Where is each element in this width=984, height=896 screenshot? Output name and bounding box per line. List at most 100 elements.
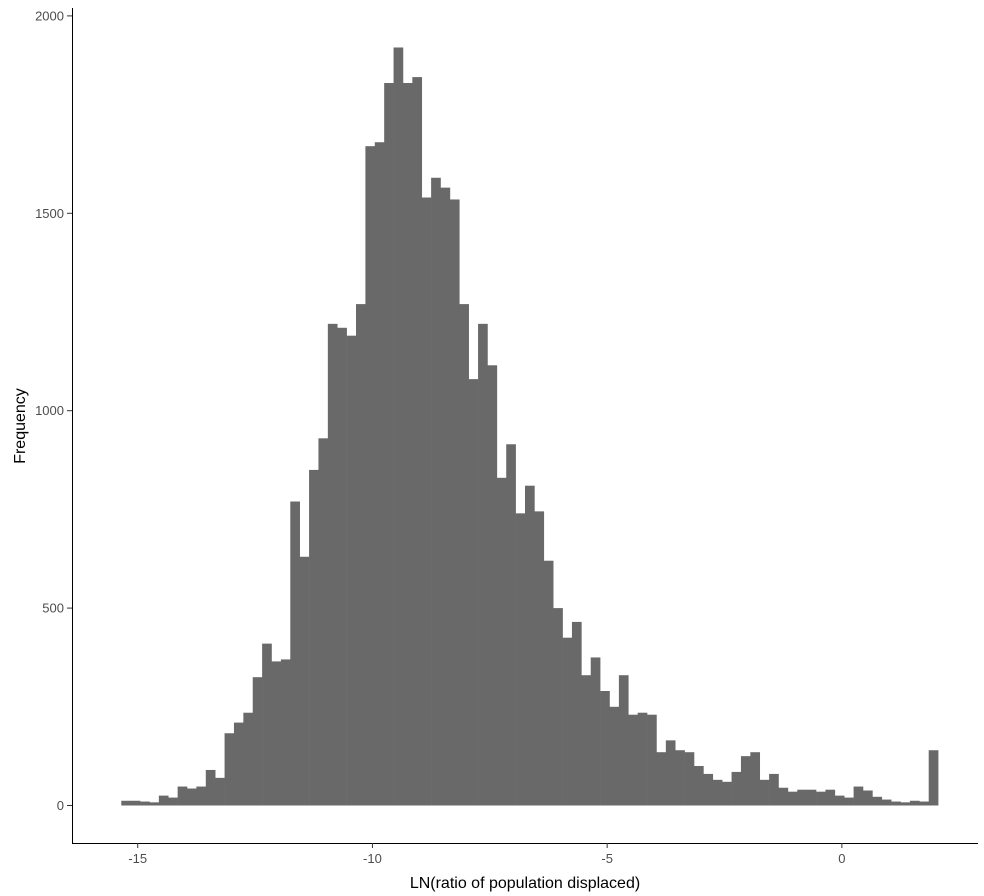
histogram-bar [571, 621, 582, 806]
histogram-bar [177, 786, 188, 806]
histogram-bar [196, 786, 207, 806]
x-tick-label: 0 [838, 851, 845, 866]
histogram-bar [262, 643, 272, 806]
histogram-bar [581, 675, 592, 806]
histogram-bar [872, 796, 883, 806]
histogram-bar [356, 304, 366, 806]
histogram-bar [722, 781, 732, 806]
histogram-bar [834, 795, 845, 806]
histogram-bar [130, 800, 141, 806]
y-tick-label: 1500 [35, 206, 64, 221]
histogram-bar [769, 773, 779, 806]
y-tick-label: 500 [42, 601, 64, 616]
histogram-bar [909, 800, 920, 806]
histogram-bar [158, 795, 169, 806]
histogram-bar [787, 791, 798, 806]
histogram-bar [309, 469, 319, 806]
histogram-bar [346, 335, 357, 806]
histogram-bar [525, 485, 535, 806]
histogram-bar [740, 756, 751, 806]
histogram-bar [900, 802, 911, 806]
histogram-bar [806, 789, 817, 806]
histogram-bar [459, 304, 469, 806]
histogram-bar [506, 444, 516, 806]
histogram-bar [750, 752, 761, 806]
histogram-bar [421, 197, 432, 806]
histogram-bar [665, 740, 676, 806]
histogram-bar [187, 788, 197, 806]
histogram-bar [534, 511, 545, 806]
histogram-bar [252, 677, 263, 806]
histogram-bar [618, 675, 629, 806]
y-tick-label: 0 [57, 798, 64, 813]
histogram-bar [600, 691, 610, 806]
histogram-bar [891, 801, 901, 806]
histogram-bar [712, 779, 723, 806]
histogram-bar [797, 789, 807, 806]
histogram-bar [327, 323, 338, 806]
histogram-bar [337, 327, 347, 806]
histogram-bar [243, 712, 254, 806]
y-tick-label: 2000 [35, 8, 64, 23]
histogram-bar [731, 771, 742, 806]
histogram-bar [656, 752, 667, 806]
histogram-bar [816, 791, 826, 806]
bars-group [121, 47, 939, 806]
histogram-bar [290, 501, 300, 806]
histogram-bar [778, 787, 789, 806]
histogram-bar [299, 556, 310, 806]
histogram-bar [487, 365, 498, 806]
histogram-bar [431, 177, 441, 806]
x-axis-label: LN(ratio of population displaced) [410, 875, 640, 892]
histogram-bar [318, 438, 329, 806]
histogram-bar [590, 657, 601, 806]
histogram-bar [609, 706, 620, 806]
histogram-bar [449, 199, 460, 806]
histogram-bar [553, 608, 563, 806]
histogram-bar [515, 513, 526, 806]
histogram-bar [478, 323, 488, 806]
histogram-bar [271, 661, 282, 806]
histogram-bar [468, 379, 479, 806]
histogram-bar [703, 773, 714, 806]
histogram-bar [881, 799, 892, 806]
histogram-bar [928, 750, 939, 806]
histogram-bar [862, 790, 873, 806]
y-ticks: 0 500 1000 1500 2000 [35, 8, 72, 813]
histogram-bar [853, 786, 864, 806]
histogram-bar [919, 801, 930, 806]
histogram-bar [374, 142, 385, 806]
histogram-bar [402, 83, 413, 806]
histogram-bar [628, 714, 638, 806]
histogram-bar [205, 769, 216, 806]
histogram-bar [684, 752, 695, 806]
histogram-bar [562, 637, 573, 806]
histogram-bar [215, 777, 225, 806]
x-tick-label: -15 [128, 851, 147, 866]
histogram-bar [224, 733, 235, 806]
histogram-bar [365, 146, 376, 806]
histogram-bar [233, 722, 244, 806]
x-tick-label: -5 [601, 851, 613, 866]
histogram-bar [825, 789, 836, 806]
x-tick-label: -10 [363, 851, 382, 866]
histogram-bar [844, 797, 854, 806]
histogram-bar [496, 477, 507, 806]
y-axis-label: Frequency [12, 388, 29, 464]
histogram-bar [393, 47, 404, 806]
histogram-bar [675, 750, 685, 806]
x-ticks: -15 -10 -5 0 [128, 843, 845, 866]
histogram-bar [384, 83, 394, 806]
histogram-bar [280, 659, 291, 806]
histogram-bar [168, 797, 178, 806]
histogram-bar [647, 714, 657, 806]
histogram-bar [121, 800, 131, 806]
histogram-bar [149, 802, 160, 806]
y-tick-label: 1000 [35, 403, 64, 418]
histogram-bar [412, 77, 423, 806]
histogram-bar [637, 712, 648, 806]
histogram-bar [440, 187, 451, 806]
histogram-bar [140, 801, 150, 806]
histogram-bar [693, 766, 704, 806]
